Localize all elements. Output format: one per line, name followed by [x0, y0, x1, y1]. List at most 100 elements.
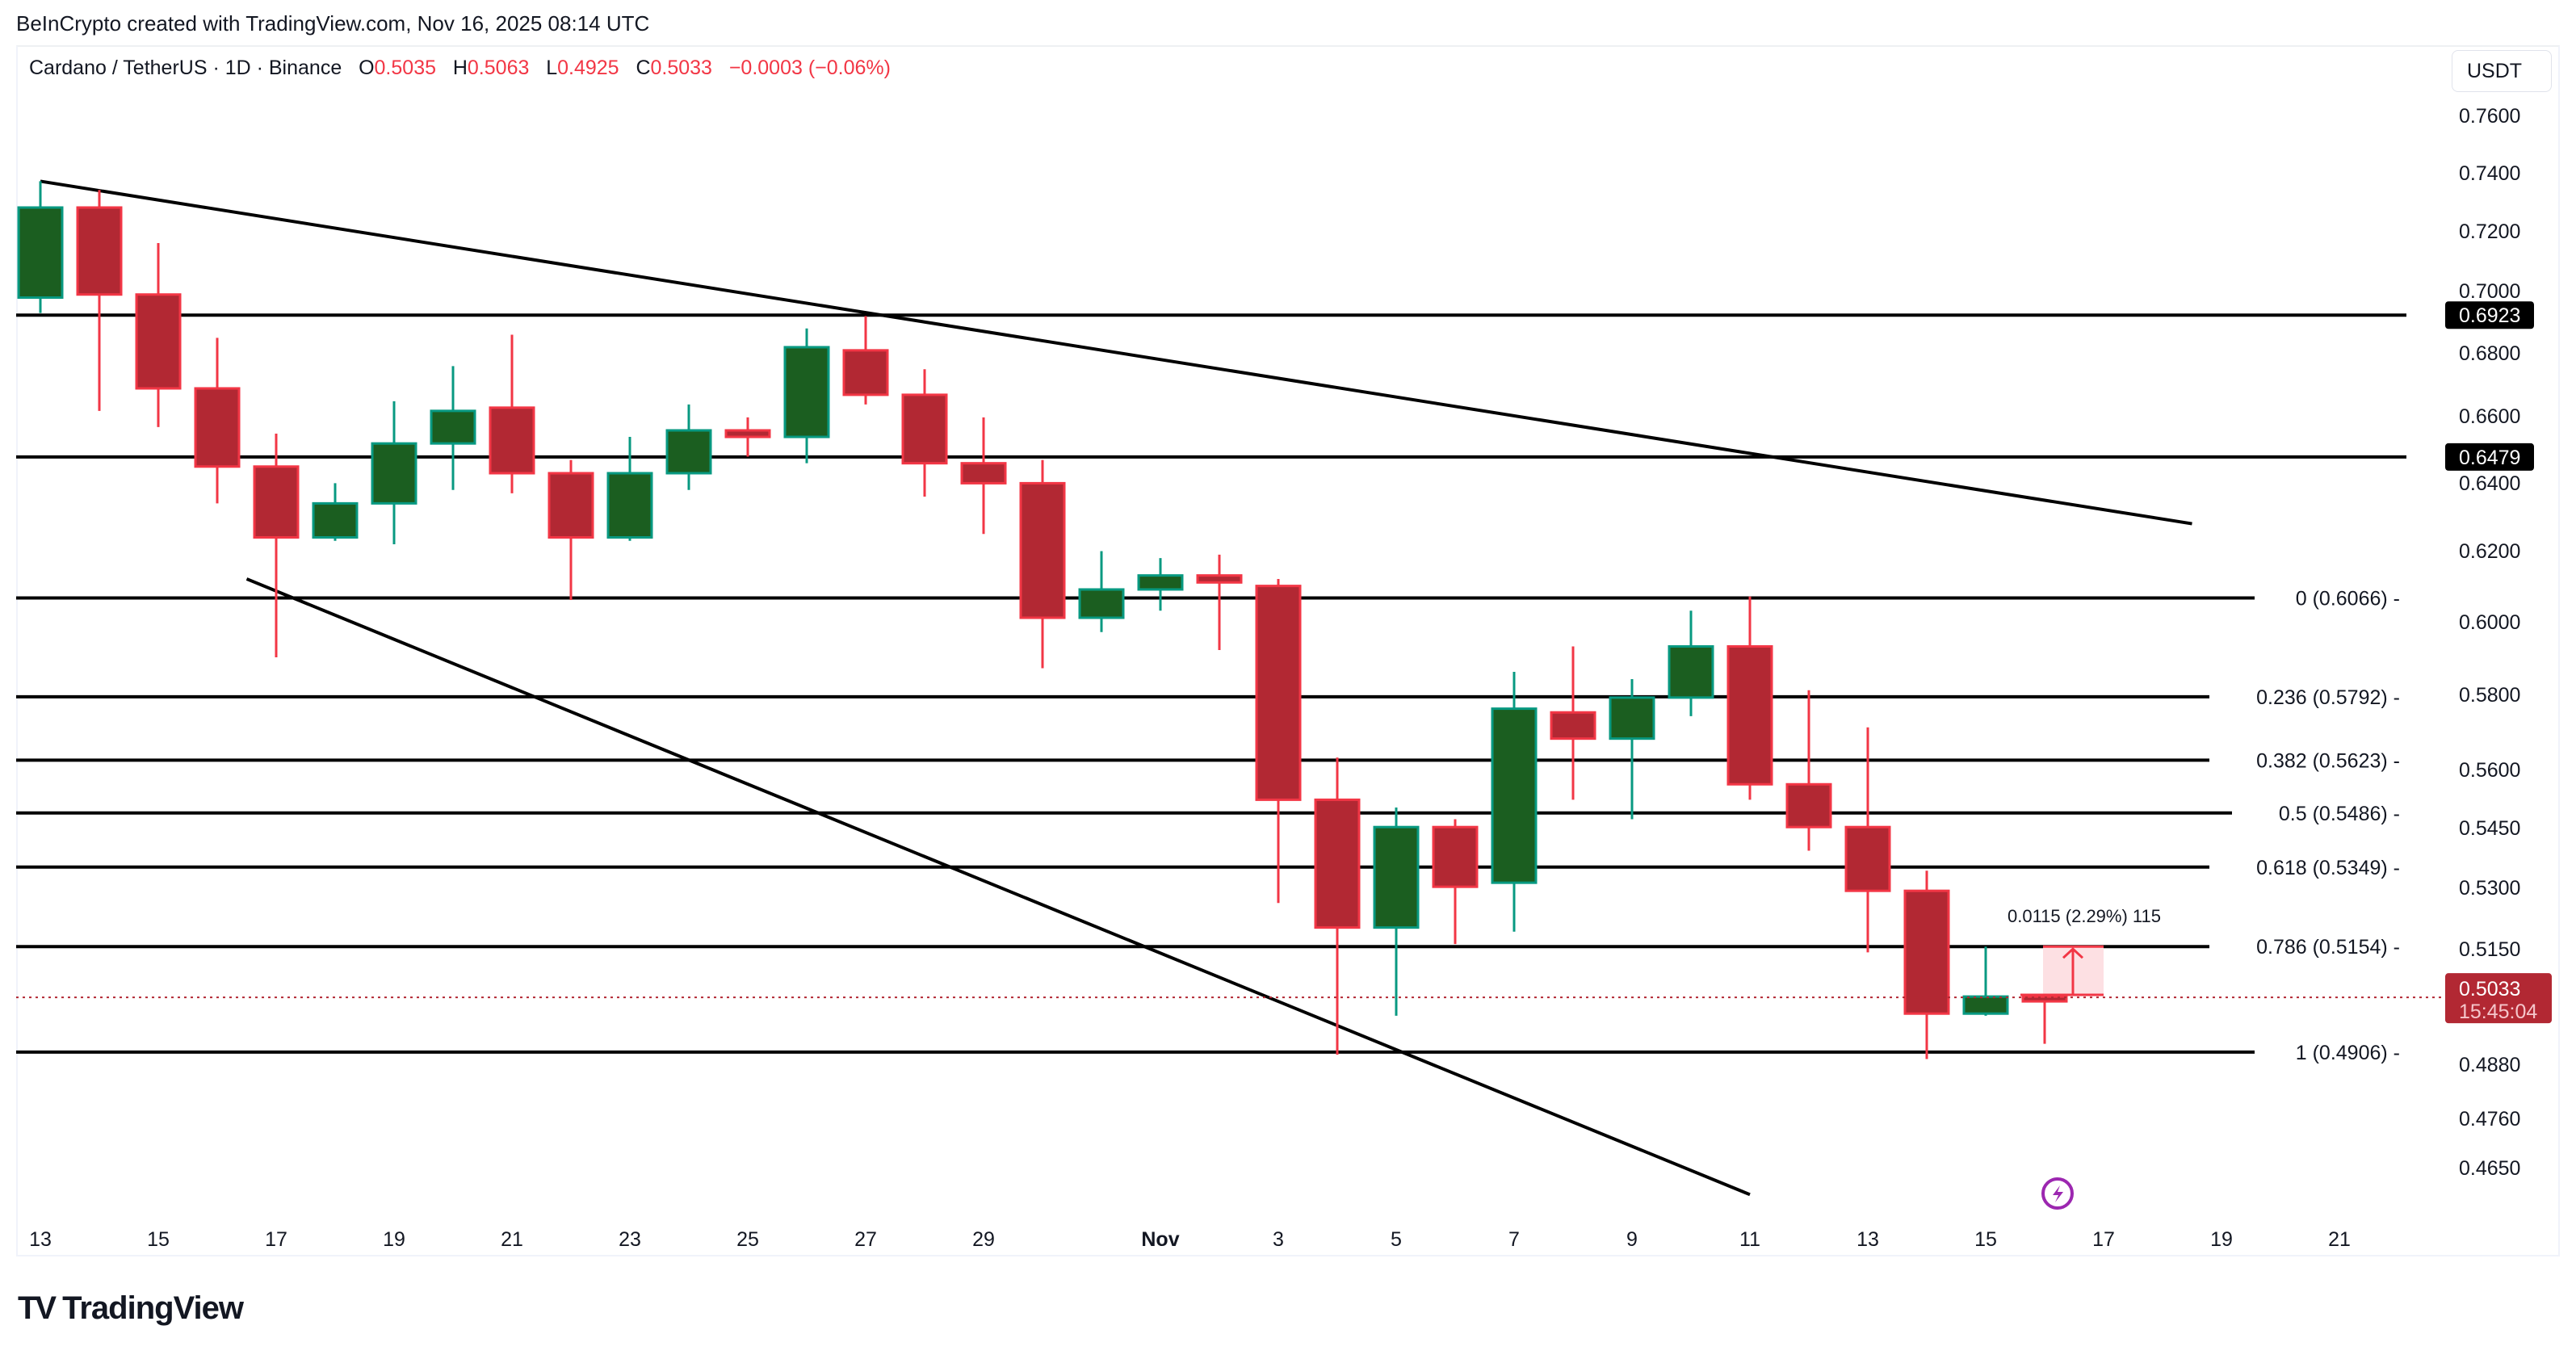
- candle-body: [312, 501, 359, 539]
- candle-body: [1903, 889, 1950, 1015]
- fib-level-label: 0 (0.6066) -: [2296, 587, 2400, 610]
- candle: [135, 243, 182, 427]
- candle: [1196, 554, 1243, 651]
- upper-wedge-line[interactable]: [40, 179, 2192, 526]
- time-tick: 17: [2092, 1228, 2115, 1251]
- candle-body: [1432, 825, 1479, 888]
- candle-body: [1668, 645, 1714, 699]
- price-axis[interactable]: 0.7600 0.7400 0.7200 0.7000 0.6800 0.6600 0.64…: [2445, 105, 2552, 1180]
- candle: [1137, 558, 1184, 611]
- annotations: 0.0115 (2.29%) 115: [16, 906, 2447, 1210]
- candle: [76, 190, 123, 411]
- price-tick: 0.6600: [2459, 405, 2520, 428]
- price-tick: 0.6200: [2459, 540, 2520, 563]
- price-tick: 0.7600: [2459, 105, 2520, 128]
- candle: [1903, 870, 1950, 1059]
- candle: [1432, 819, 1479, 945]
- time-tick: 21: [501, 1228, 523, 1251]
- candle: [960, 417, 1007, 535]
- candle: [194, 338, 241, 504]
- time-tick: 15: [147, 1228, 170, 1251]
- price-tick: 0.5800: [2459, 684, 2520, 707]
- candle: [724, 417, 771, 457]
- price-tick: 0.4650: [2459, 1157, 2520, 1180]
- time-tick: 13: [29, 1228, 52, 1251]
- candle: [1668, 610, 1714, 716]
- candles: [17, 181, 2068, 1059]
- candle: [312, 483, 359, 541]
- time-tick: 15: [1974, 1228, 1997, 1251]
- candle: [1962, 946, 2009, 1016]
- time-tick: 11: [1739, 1228, 1760, 1251]
- time-axis[interactable]: 13 15 17 19 21 23 25 27 29 Nov 3 5 7 9 11 13 15 17 19 21: [29, 1228, 2351, 1251]
- candle-body: [17, 206, 64, 300]
- price-tick: 0.6400: [2459, 472, 2520, 495]
- candle-body: [1609, 696, 1655, 740]
- open-label: O: [359, 57, 375, 79]
- candle-body: [1726, 645, 1773, 786]
- candle-body: [1196, 574, 1243, 584]
- symbol-name[interactable]: Cardano / TetherUS · 1D · Binance: [29, 57, 342, 79]
- time-tick: 29: [972, 1228, 995, 1251]
- candle: [1373, 808, 1420, 1016]
- candle: [606, 437, 653, 541]
- high-value: 0.5063: [467, 57, 530, 79]
- candle: [783, 328, 830, 464]
- candle: [1019, 459, 1066, 669]
- candle-body: [194, 387, 241, 468]
- candle: [1078, 551, 1125, 632]
- tradingview-logo: TV TradingView: [18, 1290, 244, 1327]
- time-tick: 25: [736, 1228, 759, 1251]
- candle-body: [1019, 481, 1066, 619]
- time-tick: 21: [2328, 1228, 2351, 1251]
- price-tick: 0.6800: [2459, 342, 2520, 365]
- candle: [901, 369, 948, 497]
- candle-body: [1491, 707, 1538, 884]
- fib-level-label: 0.5 (0.5486) -: [2279, 803, 2400, 825]
- candle-body: [783, 346, 830, 438]
- candle-body: [1844, 825, 1891, 892]
- high-label: H: [452, 57, 468, 79]
- price-tick: 0.5600: [2459, 759, 2520, 782]
- candle-body: [489, 406, 535, 475]
- price-tick: 0.5300: [2459, 877, 2520, 900]
- candle: [1844, 727, 1891, 953]
- level-price-badge-text: 0.6923: [2459, 304, 2520, 327]
- candle-body: [371, 442, 417, 505]
- candle-body: [1255, 585, 1302, 801]
- candle: [1255, 578, 1302, 904]
- price-range-label: 0.0115 (2.29%) 115: [2008, 906, 2161, 926]
- candle-body: [1078, 588, 1125, 619]
- price-tick: 0.5450: [2459, 817, 2520, 840]
- time-tick: 19: [383, 1228, 405, 1251]
- candle: [1726, 596, 1773, 800]
- price-tick: 0.7200: [2459, 220, 2520, 243]
- candle: [1550, 646, 1596, 800]
- candle-body: [842, 349, 889, 396]
- time-tick: 3: [1273, 1228, 1284, 1251]
- candle-body: [1314, 798, 1361, 929]
- candle-body: [1785, 782, 1832, 829]
- candle-body: [430, 409, 476, 445]
- price-tick: 0.6000: [2459, 611, 2520, 634]
- candle-body: [2021, 995, 2068, 1003]
- time-tick: 7: [1508, 1228, 1520, 1251]
- time-tick: 17: [265, 1228, 287, 1251]
- close-value: 0.5033: [650, 57, 712, 79]
- level-price-badge: [2445, 443, 2534, 471]
- time-tick: 9: [1626, 1228, 1638, 1251]
- fib-level-label: 0.618 (0.5349) -: [2256, 857, 2400, 879]
- candle-body: [1137, 574, 1184, 591]
- price-tick: 0.7000: [2459, 280, 2520, 303]
- lower-wedge-line[interactable]: [245, 577, 1751, 1197]
- candle: [1491, 671, 1538, 932]
- level-price-badge: [2445, 301, 2534, 329]
- currency-button[interactable]: USDT: [2452, 50, 2552, 92]
- time-tick: Nov: [1141, 1228, 1179, 1251]
- candle-body: [606, 472, 653, 539]
- chart-frame: [16, 45, 2560, 1256]
- fib-level-label: 0.786 (0.5154) -: [2256, 936, 2400, 959]
- fib-level-label: 0.236 (0.5792) -: [2256, 686, 2400, 709]
- time-tick: 19: [2210, 1228, 2233, 1251]
